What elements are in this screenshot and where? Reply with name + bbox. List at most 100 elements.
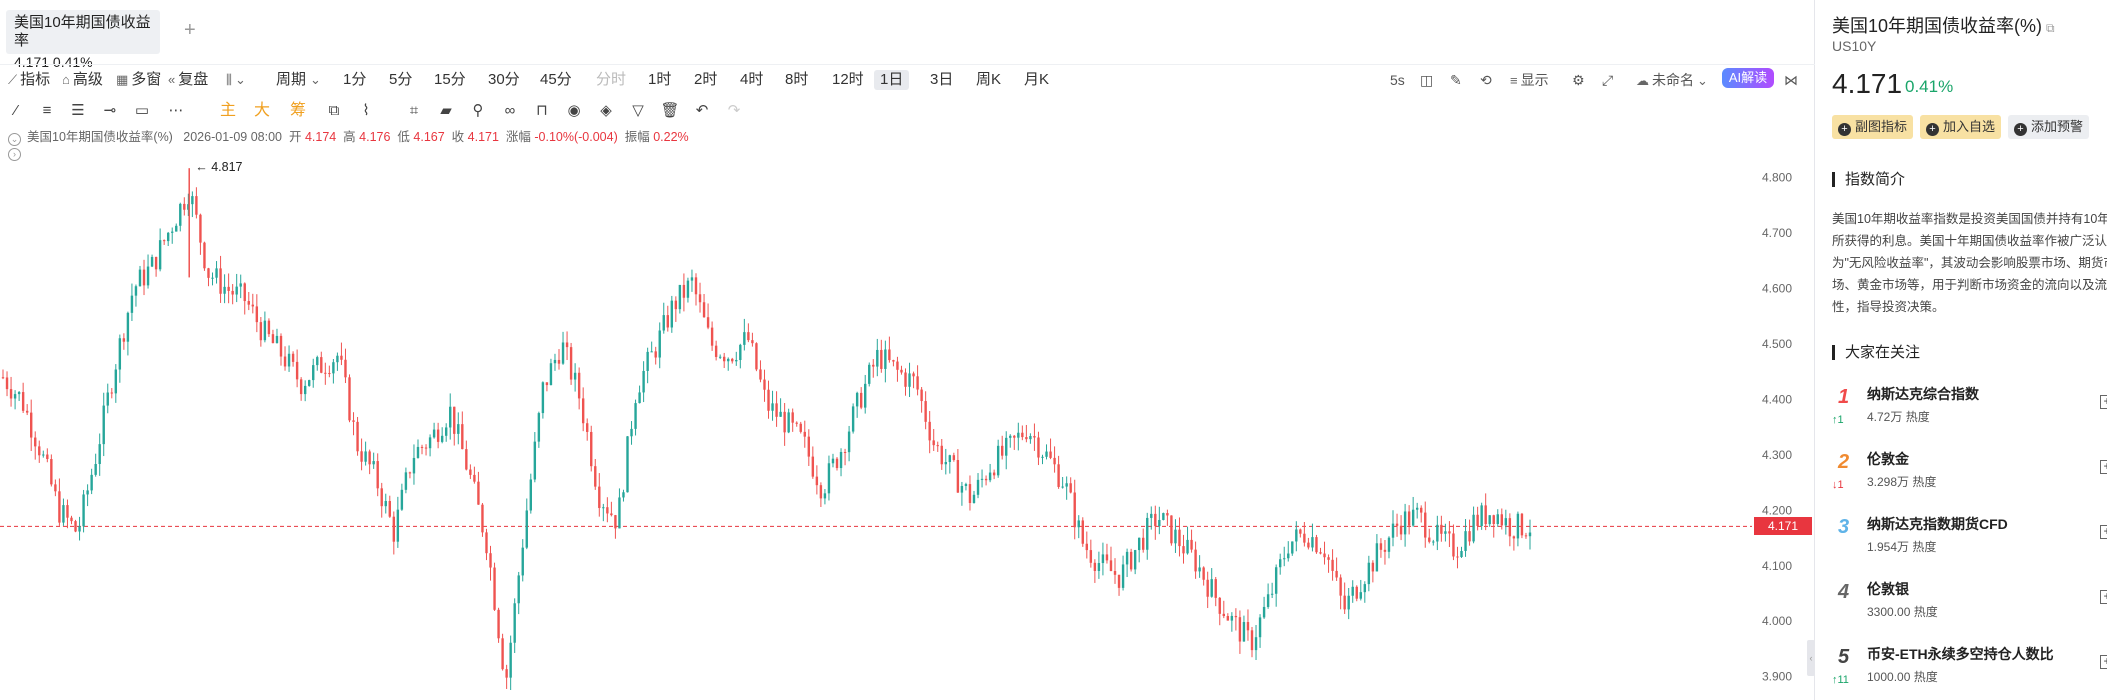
period-1-button[interactable]: 5分 — [389, 71, 413, 88]
candle — [1383, 539, 1387, 565]
candle — [1121, 555, 1125, 591]
crop-icon[interactable]: ⌗ — [409, 102, 419, 119]
magnet-icon[interactable]: ⚲ — [472, 102, 484, 119]
y-tick-label: 4.800 — [1762, 171, 1792, 185]
hot-item[interactable]: 5 ↑11 币安-ETH永续多空持仓人数比 1000.00 热度 + — [1832, 638, 2107, 698]
candle — [1395, 513, 1399, 537]
filter-icon[interactable]: ▽ — [632, 102, 644, 119]
period-3-button[interactable]: 30分 — [488, 71, 520, 88]
multi-window-label: 多窗 — [131, 71, 162, 88]
candle — [525, 498, 528, 550]
candle — [457, 412, 460, 445]
multi-window-button[interactable]: ▦ 多窗 — [116, 70, 161, 90]
candle — [17, 390, 21, 402]
candle — [396, 496, 400, 548]
indicator-button[interactable]: ⟋ 指标 — [8, 70, 50, 90]
add-watchlist-button[interactable]: + 加入自选 — [1920, 115, 2002, 139]
candle — [634, 399, 637, 436]
fullscreen-icon[interactable]: ⤢ — [1602, 72, 1614, 88]
hot-item[interactable]: 1 ↑1 纳斯达克综合指数 4.72万 热度 + — [1832, 378, 2107, 438]
candle — [916, 365, 919, 396]
hot-name: 币安-ETH永续多空持仓人数比 — [1867, 646, 2054, 662]
rectangle-icon[interactable]: ▭ — [134, 102, 150, 119]
candle — [1170, 515, 1173, 546]
period-4-button[interactable]: 45分 — [540, 71, 572, 88]
plus-icon[interactable]: + — [184, 19, 196, 41]
period-2-button[interactable]: 15分 — [434, 71, 466, 88]
expand-chevron-icon[interactable]: › — [8, 148, 21, 161]
more-tools-icon[interactable]: ⋯ — [168, 102, 184, 119]
main-indicator-button[interactable]: 主 — [219, 102, 236, 119]
chart-type-button[interactable]: ⫼ ⌄ — [226, 70, 249, 90]
add-watch-icon[interactable]: + — [2100, 460, 2107, 474]
period-9-button[interactable]: 8时 — [785, 71, 809, 88]
chips-button[interactable]: 筹 — [289, 102, 306, 119]
period-dropdown[interactable]: 周期 ⌄ — [276, 70, 324, 90]
sub-indicator-button[interactable]: + 副图指标 — [1832, 115, 1914, 139]
interval-5s-button[interactable]: 5s — [1390, 72, 1405, 88]
period-6-button[interactable]: 1时 — [648, 71, 672, 88]
horizontal-lines-icon[interactable]: ≡ — [42, 102, 52, 119]
period-10-button[interactable]: 12时 — [832, 71, 864, 88]
compare-icon[interactable]: ⧉ — [328, 102, 340, 119]
add-watch-icon[interactable]: + — [2100, 655, 2107, 669]
big-order-button[interactable]: 大 — [253, 102, 270, 119]
hot-item[interactable]: 2 ↓1 伦敦金 3.298万 热度 + — [1832, 443, 2107, 503]
channel-icon[interactable]: ☰ — [71, 102, 85, 119]
binoculars-icon[interactable]: ∞ — [504, 102, 516, 119]
add-watch-icon[interactable]: + — [2100, 395, 2107, 409]
period-13-button[interactable]: 周K — [976, 71, 1002, 88]
pen-icon[interactable]: ✎ — [1450, 72, 1462, 88]
period-12-button[interactable]: 3日 — [930, 71, 954, 88]
period-0-button[interactable]: 1分 — [343, 71, 367, 88]
candle — [529, 473, 533, 514]
settings-icon[interactable]: ⚙ — [1572, 72, 1585, 88]
ruler-icon[interactable]: ▰ — [440, 102, 452, 119]
camera-icon[interactable]: ◫ — [1420, 72, 1434, 88]
candle — [1347, 587, 1350, 620]
candle — [283, 346, 287, 371]
undo-frame-icon[interactable]: ⟲ — [1480, 72, 1492, 88]
candle — [666, 305, 669, 332]
collapse-chevron-icon[interactable]: ⌄ — [8, 133, 21, 146]
ai-interpret-button[interactable]: AI解读 — [1722, 68, 1774, 88]
layers-icon[interactable]: ◈ — [600, 102, 612, 119]
period-8-button[interactable]: 4时 — [740, 71, 764, 88]
candlestick-chart[interactable]: 4.800 4.700 4.600 4.500 4.400 4.300 4.200 4.100… — [0, 150, 1815, 700]
trash-icon[interactable]: 🗑 — [660, 102, 680, 119]
share-icon[interactable]: ⋈ — [1784, 72, 1798, 88]
candle — [1077, 515, 1080, 539]
hot-item[interactable]: 3 纳斯达克指数期货CFD 1.954万 热度 + — [1832, 508, 2107, 568]
candle — [477, 471, 480, 505]
lock-icon[interactable]: ⊓ — [536, 102, 548, 119]
undo-icon[interactable]: ↶ — [695, 102, 709, 119]
candle — [473, 466, 476, 484]
add-watch-icon[interactable]: + — [2100, 525, 2107, 539]
add-watch-icon[interactable]: + — [2100, 590, 2107, 604]
trend-line-icon[interactable]: ⁄ — [14, 102, 18, 119]
ray-icon[interactable]: ⊸ — [103, 102, 117, 119]
candle — [537, 411, 541, 448]
info-amp-label: 振幅 — [624, 130, 650, 144]
candle — [380, 482, 383, 518]
advanced-button[interactable]: ⌂ 高级 — [62, 70, 103, 90]
copy-icon[interactable]: ⧉ — [2046, 21, 2055, 35]
display-button[interactable]: ≡ 显示 — [1510, 70, 1549, 90]
period-11-button[interactable]: 1日 — [874, 70, 910, 90]
period-14-button[interactable]: 月K — [1024, 71, 1050, 88]
add-alert-button[interactable]: + 添加预警 — [2008, 115, 2090, 139]
redo-icon[interactable]: ↷ — [727, 102, 741, 119]
period-7-button[interactable]: 2时 — [694, 71, 718, 88]
candle — [183, 197, 186, 216]
high-marker-label: ← 4.817 — [195, 160, 242, 174]
chevron-down-icon: ⌄ — [310, 72, 321, 87]
brush-icon[interactable]: ⌇ — [362, 102, 370, 119]
candle — [9, 376, 13, 407]
period-5-button[interactable]: 分时 — [596, 71, 627, 88]
replay-button[interactable]: «复盘 — [168, 70, 208, 90]
tab-us10y[interactable]: 美国10年期国债收益率 4.171 0.41% — [6, 10, 160, 70]
hot-item[interactable]: 4 伦敦银 3300.00 热度 + — [1832, 573, 2107, 633]
eye-icon[interactable]: ◉ — [567, 102, 581, 119]
layout-name-dropdown[interactable]: ☁ 未命名 ⌄ — [1636, 70, 1711, 90]
collapse-panel-handle[interactable]: ‹ — [1807, 640, 1815, 676]
